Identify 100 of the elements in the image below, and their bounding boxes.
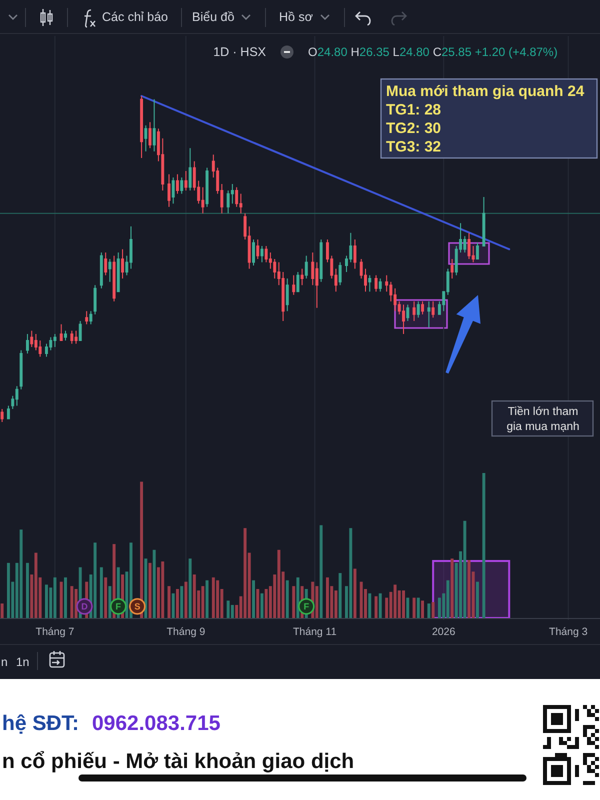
bar <box>74 589 78 618</box>
x-tick-label: Tháng 11 <box>292 626 337 638</box>
text: 0962.083.715 <box>92 712 221 735</box>
x-tick-label: Tháng 9 <box>166 626 206 638</box>
chart-title: 1D · HSX <box>213 45 267 59</box>
candlestick <box>412 300 416 322</box>
candlestick <box>292 274 296 296</box>
candlestick <box>378 278 382 292</box>
bar <box>152 550 156 618</box>
candlestick <box>421 300 424 315</box>
bar <box>168 586 170 618</box>
candlestick <box>368 274 372 292</box>
candlestick <box>15 386 18 406</box>
bar <box>482 473 486 618</box>
bar <box>161 561 164 618</box>
bar <box>326 577 329 618</box>
annotation: TG3: 32 <box>386 138 442 156</box>
bar <box>144 558 148 618</box>
candlestick <box>108 258 112 282</box>
bar <box>416 598 420 618</box>
bar <box>64 577 67 618</box>
candlestick <box>427 300 430 328</box>
bar <box>26 562 29 618</box>
bar <box>260 593 264 618</box>
bar <box>148 562 152 618</box>
annotation: TG2: 30 <box>386 120 442 137</box>
text: O24.80 H26.35 L24.80 C25.85 +1.20 (+4.87%) <box>308 45 558 59</box>
candlestick <box>53 333 56 348</box>
candlestick <box>26 333 29 354</box>
bar <box>184 582 188 618</box>
bar <box>53 577 56 618</box>
bar <box>432 602 435 618</box>
bar <box>192 574 196 618</box>
candlestick <box>416 300 420 318</box>
annotation: F <box>116 602 122 612</box>
bar <box>212 577 215 618</box>
bar <box>20 530 23 618</box>
text: Các chỉ báo <box>102 10 168 24</box>
text: 1n <box>16 655 30 669</box>
candlestick <box>64 330 67 341</box>
bar <box>394 584 397 618</box>
candlestick <box>78 320 82 341</box>
bar <box>264 589 268 618</box>
candlestick <box>89 310 92 325</box>
bar <box>188 558 192 618</box>
annotation: Tiền lớn tham <box>508 406 578 418</box>
candlestick <box>6 405 10 420</box>
bar <box>244 528 247 618</box>
candlestick <box>144 124 148 152</box>
bar <box>427 604 430 618</box>
candlestick <box>286 278 289 312</box>
candlestick <box>140 96 144 158</box>
candlestick <box>152 98 156 152</box>
x-tick-label: Tháng 3 <box>549 626 588 638</box>
candlestick <box>176 174 179 194</box>
annotation: TG1: 28 <box>386 102 442 118</box>
bar <box>34 552 38 618</box>
candlestick <box>476 242 479 260</box>
candlestick <box>60 324 63 341</box>
bar <box>0 604 4 618</box>
bar <box>70 586 74 618</box>
bar <box>421 600 424 618</box>
candlestick <box>206 167 209 208</box>
candlestick <box>168 174 170 208</box>
annotation: F <box>304 602 310 612</box>
bar <box>320 525 323 618</box>
annotation: D <box>81 602 88 612</box>
candlestick <box>300 268 304 286</box>
bar <box>230 604 234 618</box>
candlestick <box>402 304 405 334</box>
candlestick <box>304 255 308 280</box>
text: hệ SĐT: <box>2 712 80 735</box>
bar <box>292 586 296 618</box>
candlestick <box>296 272 300 292</box>
bar <box>378 593 382 618</box>
candlestick <box>432 300 435 318</box>
bar <box>446 580 450 618</box>
candlestick <box>320 238 323 282</box>
bar <box>94 542 97 618</box>
candlestick <box>338 262 342 286</box>
candlestick <box>260 245 264 263</box>
candlestick <box>100 252 103 289</box>
x-tick-label: 2026 <box>432 626 456 638</box>
bar <box>468 560 470 618</box>
x-tick-label: Tháng 7 <box>36 626 74 638</box>
bar <box>45 584 48 618</box>
candlestick <box>74 330 78 344</box>
annotation: S <box>134 602 140 612</box>
candlestick <box>353 238 356 270</box>
candlestick <box>116 252 120 292</box>
bar <box>368 593 372 618</box>
text: Biểu đồ <box>192 10 234 24</box>
bar <box>201 586 204 618</box>
candlestick <box>184 170 188 192</box>
bar <box>438 598 441 618</box>
annotation: gia mua mạnh <box>506 421 580 433</box>
bar <box>402 590 405 618</box>
candlestick <box>94 284 97 315</box>
candlestick <box>188 148 192 192</box>
bar <box>450 558 454 618</box>
